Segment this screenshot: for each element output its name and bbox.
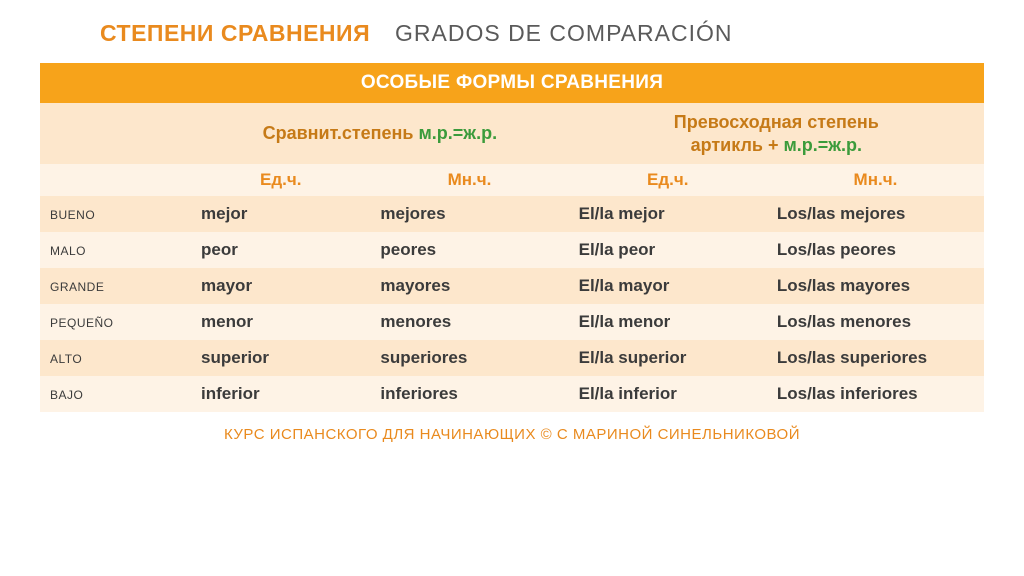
cell-comp-pl: mejores [370,196,568,232]
table-row: malopeorpeoresEl/la peorLos/las peores [40,232,984,268]
num-comp-pl: Мн.ч. [370,164,568,196]
cell-adj: alto [40,340,191,376]
cell-comp-sg: peor [191,232,370,268]
cell-comp-pl: peores [370,232,568,268]
cell-comp-sg: inferior [191,376,370,412]
cell-sup-sg: El/la inferior [569,376,767,412]
footer-credit: КУРС ИСПАНСКОГО ДЛЯ НАЧИНАЮЩИХ © С МАРИН… [40,426,984,443]
table-banner: ОСОБЫЕ ФОРМЫ СРАВНЕНИЯ [40,63,984,103]
cell-sup-pl: Los/las mejores [767,196,984,232]
cell-adj: bueno [40,196,191,232]
cell-sup-sg: El/la mayor [569,268,767,304]
cell-sup-sg: El/la mejor [569,196,767,232]
cell-sup-pl: Los/las menores [767,304,984,340]
table-group-row: Сравнит.степень м.р.=ж.р. Превосходная с… [40,103,984,164]
table-row: pequeñomenormenoresEl/la menorLos/las me… [40,304,984,340]
cell-adj: grande [40,268,191,304]
group2-line1: Превосходная степень [674,112,879,132]
cell-sup-sg: El/la menor [569,304,767,340]
cell-sup-pl: Los/las superiores [767,340,984,376]
cell-adj: bajo [40,376,191,412]
table-row: buenomejormejoresEl/la mejorLos/las mejo… [40,196,984,232]
cell-comp-sg: superior [191,340,370,376]
cell-adj: malo [40,232,191,268]
table-row: bajoinferiorinferioresEl/la inferiorLos/… [40,376,984,412]
title-main: СТЕПЕНИ СРАВНЕНИЯ [100,20,370,46]
cell-sup-sg: El/la superior [569,340,767,376]
cell-comp-sg: menor [191,304,370,340]
group2-line2b: м.р.=ж.р. [783,135,862,155]
empty-cell [40,164,191,196]
group-superlative: Превосходная степень артикль + м.р.=ж.р. [569,103,984,164]
group2-line2a: артикль + [691,135,784,155]
empty-cell [40,103,191,164]
table-row: grandemayormayoresEl/la mayorLos/las may… [40,268,984,304]
num-comp-sg: Ед.ч. [191,164,370,196]
group1-part1: Сравнит.степень [263,123,419,143]
table-number-row: Ед.ч. Мн.ч. Ед.ч. Мн.ч. [40,164,984,196]
cell-adj: pequeño [40,304,191,340]
num-sup-pl: Мн.ч. [767,164,984,196]
cell-comp-pl: inferiores [370,376,568,412]
cell-comp-pl: mayores [370,268,568,304]
page-title: СТЕПЕНИ СРАВНЕНИЯ GRADOS DE COMPARACIÓN [40,20,984,47]
table-banner-row: ОСОБЫЕ ФОРМЫ СРАВНЕНИЯ [40,63,984,103]
title-sub: GRADOS DE COMPARACIÓN [395,20,733,46]
cell-comp-sg: mayor [191,268,370,304]
cell-sup-sg: El/la peor [569,232,767,268]
cell-sup-pl: Los/las peores [767,232,984,268]
cell-comp-sg: mejor [191,196,370,232]
cell-comp-pl: menores [370,304,568,340]
cell-sup-pl: Los/las inferiores [767,376,984,412]
num-sup-sg: Ед.ч. [569,164,767,196]
cell-comp-pl: superiores [370,340,568,376]
group-comparative: Сравнит.степень м.р.=ж.р. [191,103,569,164]
cell-sup-pl: Los/las mayores [767,268,984,304]
table-row: altosuperiorsuperioresEl/la superiorLos/… [40,340,984,376]
group1-part2: м.р.=ж.р. [418,123,497,143]
comparison-table: ОСОБЫЕ ФОРМЫ СРАВНЕНИЯ Сравнит.степень м… [40,63,984,412]
